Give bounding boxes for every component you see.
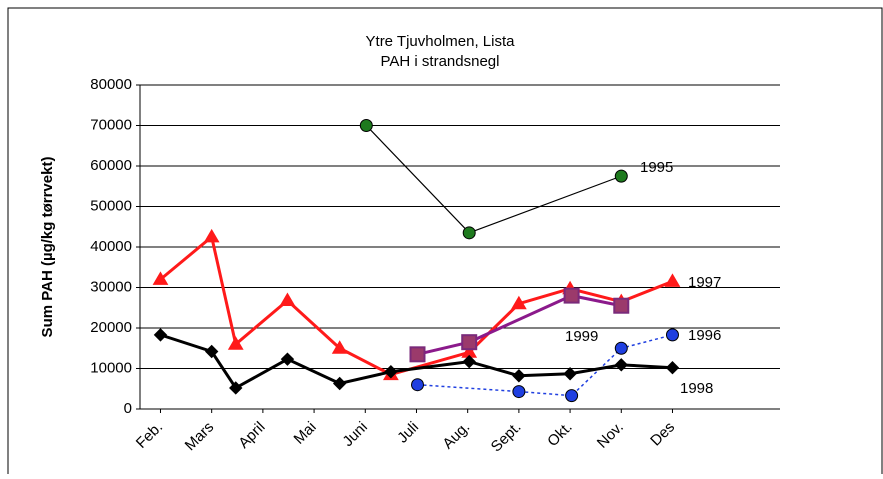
point [203, 228, 220, 243]
series-label: 1997 [688, 274, 721, 291]
point [359, 119, 373, 132]
point [409, 346, 426, 363]
y-tick-label: 60000 [90, 157, 132, 174]
point [614, 169, 628, 183]
y-tick-label: 10000 [90, 359, 132, 376]
y-tick-label: 40000 [90, 238, 132, 255]
chart-title: Ytre Tjuvholmen, Lista [366, 33, 516, 50]
point [280, 352, 295, 366]
point [331, 340, 348, 354]
point [152, 271, 169, 285]
point [227, 336, 244, 350]
point [665, 328, 679, 342]
point [614, 341, 628, 355]
point [411, 378, 425, 392]
point [332, 376, 347, 391]
point [279, 292, 296, 306]
point [384, 365, 398, 379]
series-label: 1996 [688, 327, 721, 344]
point [565, 389, 579, 403]
point [614, 358, 628, 372]
series-line [417, 334, 673, 397]
point [204, 344, 219, 359]
y-tick-label: 50000 [90, 197, 132, 214]
y-tick-label: 80000 [90, 76, 132, 93]
point [462, 226, 476, 240]
point [511, 295, 527, 310]
series-label: 1999 [565, 328, 598, 345]
point [512, 369, 526, 383]
point [613, 297, 630, 314]
point [229, 381, 243, 395]
point [462, 354, 476, 369]
point [563, 287, 580, 304]
y-tick-label: 20000 [90, 319, 132, 336]
series-label: 1995 [640, 159, 673, 176]
chart-subtitle: PAH i strandsnegl [381, 53, 500, 70]
point [153, 328, 168, 342]
point [664, 273, 681, 287]
chart-border [7, 7, 883, 479]
y-tick-label: 30000 [90, 278, 132, 295]
point [563, 367, 577, 381]
series-line [417, 294, 622, 356]
series-label: 1998 [680, 380, 713, 397]
point [512, 385, 526, 399]
point [461, 334, 478, 351]
y-tick-label: 0 [124, 400, 132, 417]
y-axis-label: Sum PAH (µg/kg tørrvekt) [39, 157, 56, 338]
point [665, 360, 680, 375]
y-tick-label: 70000 [90, 116, 132, 133]
